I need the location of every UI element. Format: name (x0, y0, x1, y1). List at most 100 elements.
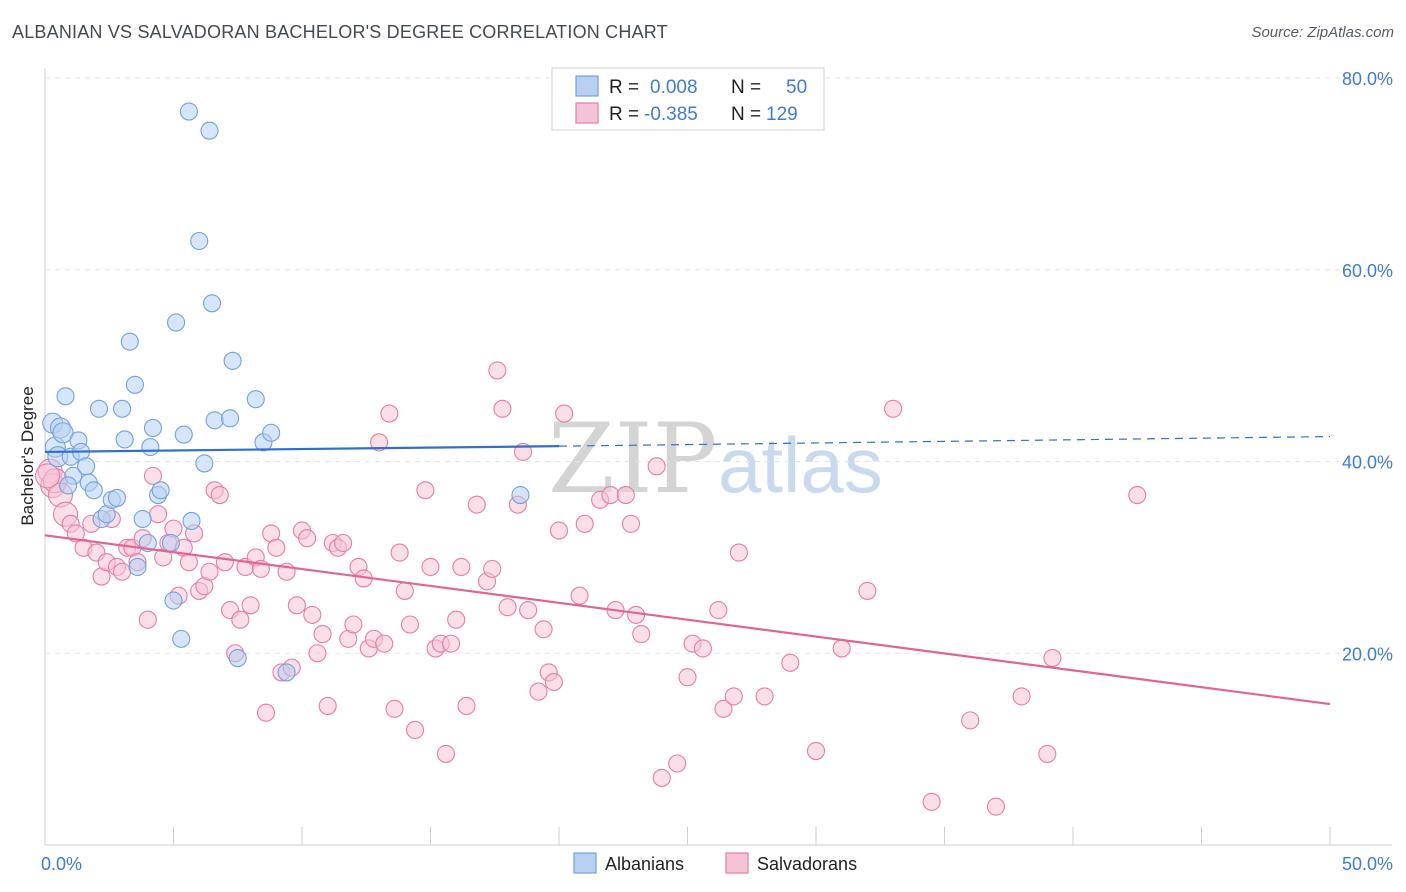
salvadoran-point (334, 533, 353, 553)
albanian-point (115, 430, 134, 449)
salvadoran-point (488, 361, 507, 380)
legend-n-value-1: 50 (786, 77, 807, 98)
albanian-point (174, 425, 193, 444)
salvadoran-point (693, 639, 712, 658)
albanian-point (182, 511, 201, 530)
chart-title: ALBANIAN VS SALVADORAN BACHELOR'S DEGREE… (12, 22, 668, 42)
albanian-point (120, 332, 139, 351)
albanian-point (133, 509, 152, 529)
salvadoran-point (406, 720, 425, 740)
albanian-point (141, 438, 160, 457)
salvadoran-point (467, 495, 486, 514)
salvadoran-point (729, 543, 748, 562)
salvadoran-point (709, 601, 728, 620)
albanian-point (84, 481, 103, 500)
salvadoran-point (755, 687, 774, 706)
salvadoran-point (668, 754, 687, 773)
albanian-point (190, 231, 209, 251)
albanian-point (113, 399, 132, 418)
salvadoran-point (313, 625, 332, 644)
salvadoran-point (447, 610, 466, 629)
albanian-point (52, 422, 74, 444)
salvadoran-point (231, 610, 250, 629)
legend-n-label-1: N = (731, 77, 761, 98)
axes (44, 68, 1392, 846)
salvadoran-point (832, 639, 851, 658)
salvadoran-point (544, 672, 563, 692)
salvadoran-point (806, 741, 826, 761)
source-label: Source: ZipAtlas.com (1251, 24, 1394, 41)
bottom-legend-albanians: Albanians (605, 854, 684, 874)
albanian-point (228, 648, 247, 668)
salvadoran-point (385, 699, 404, 718)
salvadoran-point (256, 703, 276, 722)
salvadoran-point (632, 625, 651, 644)
albanian-point (125, 375, 144, 394)
legend-n-value-2: 129 (766, 104, 798, 125)
salvadoran-point (549, 521, 569, 540)
albanian-point (195, 454, 214, 473)
salvadoran-point (416, 481, 435, 500)
salvadoran-point (961, 711, 980, 730)
salvadoran-point (647, 457, 666, 476)
y-tick-label: 80.0% (1342, 69, 1393, 89)
albanian-point (161, 533, 180, 553)
y-tick-label: 60.0% (1342, 261, 1393, 281)
salvadoran-point (380, 404, 399, 423)
salvadoran-point (303, 605, 322, 624)
salvadoran-point (678, 668, 697, 687)
salvadoran-point (483, 559, 502, 578)
albanian-point (511, 486, 530, 505)
albanian-point (143, 418, 162, 437)
salvadoran-point (621, 514, 641, 533)
bottom-swatch-salvadorans (725, 852, 749, 874)
legend-swatch-albanians (575, 75, 599, 97)
albanian-point (172, 629, 191, 648)
salvadoran-point (616, 486, 635, 505)
salvadoran-point (66, 524, 85, 543)
legend-r-label-1: R = (609, 77, 639, 98)
albanian-point (59, 476, 78, 495)
y-tick-label: 20.0% (1342, 644, 1393, 664)
salvadoran-point (179, 553, 198, 572)
albanians-points (42, 102, 530, 682)
albanian-point (167, 313, 186, 332)
watermark-atlas: atlas (718, 421, 883, 509)
albanian-point (200, 121, 219, 140)
salvadoran-point (457, 696, 476, 716)
salvadoran-point (1043, 648, 1062, 668)
salvadoran-point (452, 557, 471, 577)
albanian-point (179, 102, 198, 121)
albanian-point (223, 351, 242, 370)
albanian-point (107, 488, 127, 507)
salvadoran-point (1012, 687, 1031, 706)
salvadoran-point (781, 653, 800, 672)
albanians-trendline (44, 445, 560, 454)
salvadoran-point (534, 620, 553, 639)
salvadoran-point (884, 399, 903, 418)
salvadoran-point (149, 505, 168, 524)
salvadoran-point (375, 634, 394, 653)
salvadoran-point (652, 768, 671, 787)
albanian-point (151, 481, 170, 500)
albanian-point (203, 294, 222, 313)
salvadoran-point (1128, 486, 1147, 505)
salvadoran-point (35, 463, 61, 489)
salvadoran-point (210, 486, 229, 505)
salvadoran-point (498, 598, 517, 617)
legend-swatch-salvadorans (575, 102, 599, 124)
salvadoran-point (390, 543, 409, 562)
legend-r-value-1: 0.008 (650, 77, 698, 98)
bottom-legend-salvadorans: Salvadorans (757, 854, 857, 874)
salvadoran-point (570, 586, 589, 605)
salvadoran-point (298, 529, 317, 548)
salvadoran-point (436, 744, 455, 763)
salvadoran-point (627, 605, 646, 624)
salvadoran-point (421, 557, 440, 577)
salvadoran-point (370, 433, 389, 452)
salvadoran-point (200, 562, 219, 581)
trendlines (44, 435, 1331, 706)
salvadoran-point (493, 399, 512, 418)
x-tick-labels: 0.0% 50.0% (41, 854, 1393, 874)
